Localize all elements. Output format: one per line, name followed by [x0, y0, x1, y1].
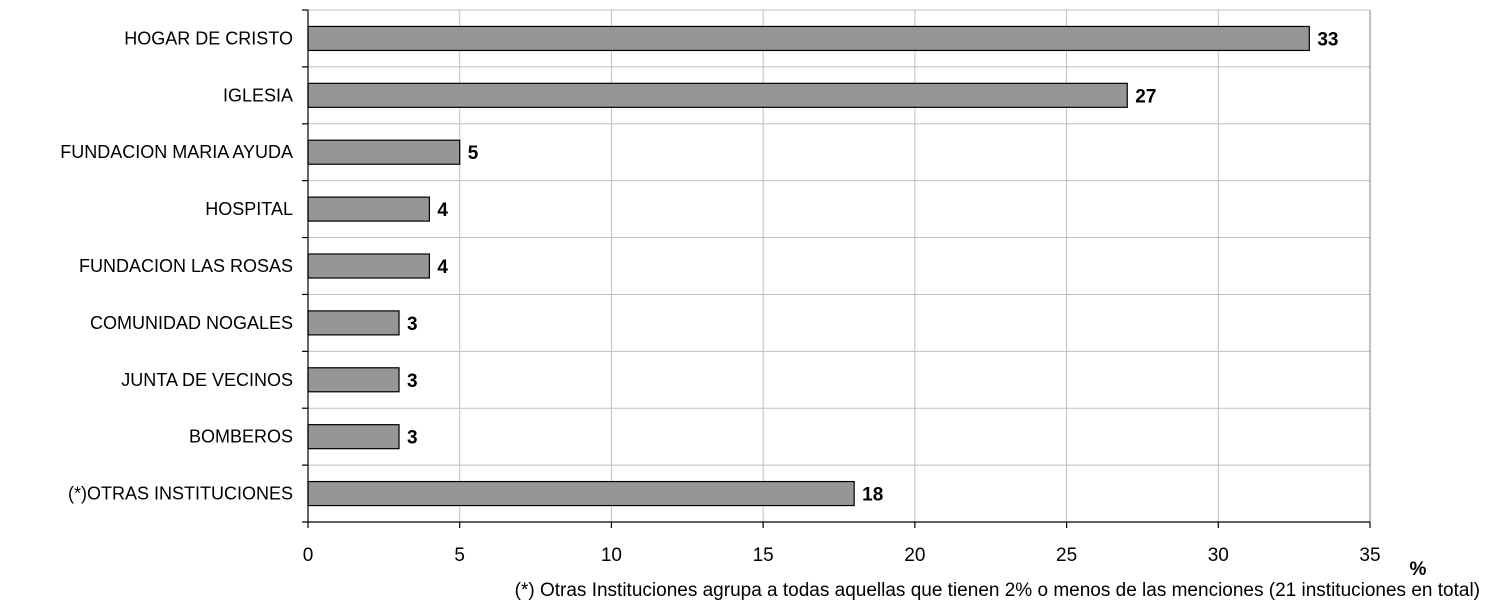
- category-label: JUNTA DE VECINOS: [121, 370, 293, 390]
- category-label: FUNDACION MARIA AYUDA: [60, 142, 293, 162]
- category-label: COMUNIDAD NOGALES: [90, 313, 293, 333]
- bar: [307, 82, 1128, 108]
- footnote: (*) Otras Instituciones agrupa a todas a…: [514, 580, 1480, 601]
- bar-value-label: 4: [437, 257, 448, 278]
- bar: [307, 139, 461, 165]
- x-tick-label: 35: [1359, 545, 1380, 566]
- bar-value-label: 3: [407, 314, 418, 335]
- axes: [302, 9, 1371, 528]
- bar: [307, 480, 855, 507]
- x-tick-label: 25: [1056, 545, 1077, 566]
- x-tick-label: 0: [303, 545, 314, 566]
- bar-value-label: 4: [437, 200, 448, 221]
- bars: [307, 25, 1310, 507]
- bar-value-label: 3: [407, 371, 418, 392]
- x-tick-label: 5: [454, 545, 465, 566]
- category-label: HOSPITAL: [205, 199, 293, 219]
- tick-labels: 0 5 10 15 20 25 30 35: [303, 545, 1381, 566]
- x-axis-unit-label: %: [1410, 559, 1427, 580]
- bar-value-label: 3: [407, 428, 418, 449]
- category-labels: HOGAR DE CRISTO IGLESIA FUNDACION MARIA AY…: [60, 28, 293, 503]
- category-label: FUNDACION LAS ROSAS: [79, 256, 293, 276]
- bar: [307, 25, 1310, 52]
- x-tick-label: 30: [1208, 545, 1229, 566]
- x-tick-label: 15: [753, 545, 774, 566]
- bar-value-label: 33: [1317, 29, 1338, 50]
- category-label: IGLESIA: [223, 85, 293, 105]
- bar: [307, 310, 400, 336]
- bar: [307, 424, 400, 450]
- bar-value-label: 5: [468, 143, 479, 164]
- bar: [307, 367, 400, 393]
- category-label: HOGAR DE CRISTO: [124, 28, 293, 48]
- bar: [307, 196, 430, 222]
- bar-value-label: 27: [1135, 86, 1156, 107]
- x-tick-label: 10: [601, 545, 622, 566]
- category-label: BOMBEROS: [189, 427, 293, 447]
- bar: [307, 253, 430, 279]
- bar-value-label: 18: [862, 485, 883, 506]
- bar-chart: HOGAR DE CRISTO IGLESIA FUNDACION MARIA AY…: [60, 9, 1427, 580]
- x-tick-label: 20: [904, 545, 925, 566]
- category-label: (*)OTRAS INSTITUCIONES: [68, 484, 293, 504]
